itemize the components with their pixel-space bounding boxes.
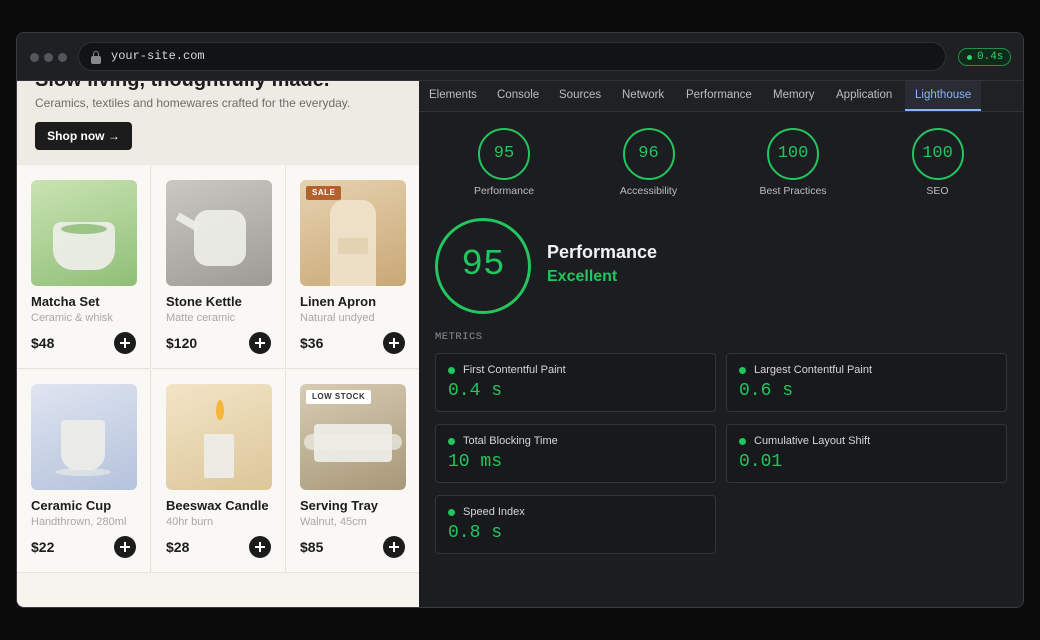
devtools-tab[interactable]: Network [622, 89, 665, 101]
product-image [166, 180, 272, 286]
metric-value: 0.4 s [448, 381, 503, 401]
tab-bar: Elements Console Sources Network Performance… [419, 81, 1023, 112]
metric-label: Cumulative Layout Shift [754, 435, 871, 447]
add-to-cart[interactable] [114, 536, 136, 558]
product-price: $120 [166, 335, 198, 351]
score-ring: 96 [622, 128, 675, 180]
metric-card: Cumulative Layout Shift 0.01 [726, 424, 1007, 483]
product-detail: Handthrown, 280ml [31, 516, 127, 528]
product-card[interactable]: Beeswax Candle 40hr burn $28 [152, 370, 286, 573]
illustration [338, 238, 368, 254]
devtools-tab[interactable]: Memory [773, 89, 815, 101]
devtools-tab[interactable]: Performance [686, 89, 752, 101]
add-to-cart[interactable] [249, 332, 271, 354]
product-price: $28 [166, 539, 190, 555]
score-label: Best Practices [759, 185, 827, 197]
hero-subtitle: Ceramics, textiles and homewares crafted… [35, 96, 351, 110]
product-price: $48 [31, 335, 55, 351]
metric-card: First Contentful Paint 0.4 s [435, 353, 716, 412]
window-dot[interactable] [44, 53, 53, 62]
product-image [31, 384, 137, 490]
hero: Slow living, thoughtfully made. Ceramics… [17, 81, 419, 165]
product-name: Beeswax Candle [166, 498, 269, 513]
add-to-cart[interactable] [383, 536, 405, 558]
score-label: Performance [473, 185, 535, 197]
load-badge: 0.4s [958, 48, 1011, 66]
product-detail: Natural undyed [300, 312, 375, 324]
devtools: Elements Console Sources Network Performance… [419, 81, 1023, 607]
product-badge: LOW STOCK [306, 390, 372, 404]
illustration [61, 224, 107, 234]
lock-icon [91, 51, 101, 64]
metric-value: 0.6 s [739, 381, 794, 401]
metric-card: Speed Index 0.8 s [435, 495, 716, 554]
devtools-tab[interactable]: Lighthouse [905, 81, 982, 111]
product-name: Serving Tray [300, 498, 379, 513]
product-price: $36 [300, 335, 324, 351]
metric-card: Total Blocking Time 10 ms [435, 424, 716, 483]
product-card[interactable]: LOW STOCK Serving Tray Walnut, 45cm $85 [286, 370, 419, 573]
score-label: SEO [926, 185, 949, 197]
product-card[interactable]: Ceramic Cup Handthrown, 280ml $22 [17, 370, 151, 573]
summary-score: 95 [435, 218, 531, 314]
product-card[interactable]: Stone Kettle Matte ceramic $120 [152, 166, 286, 369]
product-image: SALE [300, 180, 406, 286]
illustration [204, 434, 234, 478]
product-name: Ceramic Cup [31, 498, 112, 513]
add-to-cart[interactable] [114, 332, 136, 354]
url-bar[interactable]: your-site.com [78, 42, 946, 71]
browser-window: your-site.com 0.4s Slow living, thoughtf… [16, 32, 1024, 608]
illustration [216, 400, 224, 420]
summary-rating: Excellent [547, 268, 618, 285]
devtools-tab[interactable]: Application [836, 89, 893, 101]
product-name: Linen Apron [300, 294, 377, 309]
product-card[interactable]: Matcha Set Ceramic & whisk $48 [17, 166, 151, 369]
add-to-cart[interactable] [383, 332, 405, 354]
illustration [194, 210, 246, 266]
add-to-cart[interactable] [249, 536, 271, 558]
product-price: $22 [31, 539, 55, 555]
product-price: $85 [300, 539, 324, 555]
score-ring: 95 [478, 128, 530, 180]
metric-label: Largest Contentful Paint [754, 364, 873, 376]
product-name: Matcha Set [31, 294, 100, 309]
product-detail: Walnut, 45cm [300, 516, 367, 528]
product-image [166, 384, 272, 490]
metric-label: Total Blocking Time [463, 435, 558, 447]
devtools-tab[interactable]: Console [497, 89, 540, 101]
window-dot[interactable] [58, 53, 67, 62]
product-detail: Matte ceramic [166, 312, 236, 324]
illustration [55, 468, 111, 476]
devtools-tab[interactable]: Sources [559, 89, 602, 101]
product-name: Stone Kettle [166, 294, 242, 309]
metric-value: 0.01 [739, 452, 783, 472]
summary-title: Performance [547, 242, 658, 262]
metric-value: 10 ms [448, 452, 503, 472]
site-viewport: Slow living, thoughtfully made. Ceramics… [17, 81, 419, 607]
score-ring: 100 [911, 128, 964, 180]
product-badge: SALE [306, 186, 342, 200]
product-detail: 40hr burn [166, 516, 214, 528]
product-card[interactable]: SALE Linen Apron Natural undyed $36 [286, 166, 419, 369]
metric-value: 0.8 s [448, 523, 503, 543]
illustration [304, 434, 402, 450]
score-label: Accessibility [619, 185, 678, 197]
score-ring: 100 [767, 128, 819, 180]
browser-toolbar: your-site.com 0.4s [17, 33, 1023, 81]
metric-label: Speed Index [463, 506, 525, 518]
product-image: LOW STOCK [300, 384, 406, 490]
product-image [31, 180, 137, 286]
product-detail: Ceramic & whisk [31, 312, 113, 324]
devtools-tab[interactable]: Elements [429, 89, 477, 101]
metric-card: Largest Contentful Paint 0.6 s [726, 353, 1007, 412]
shop-button[interactable]: Shop now → [35, 122, 132, 150]
window-dot[interactable] [30, 53, 39, 62]
illustration [61, 420, 105, 470]
metric-label: First Contentful Paint [463, 364, 566, 376]
hero-title: Slow living, thoughtfully made. [35, 81, 329, 92]
metrics-heading: METRICS [435, 331, 483, 343]
